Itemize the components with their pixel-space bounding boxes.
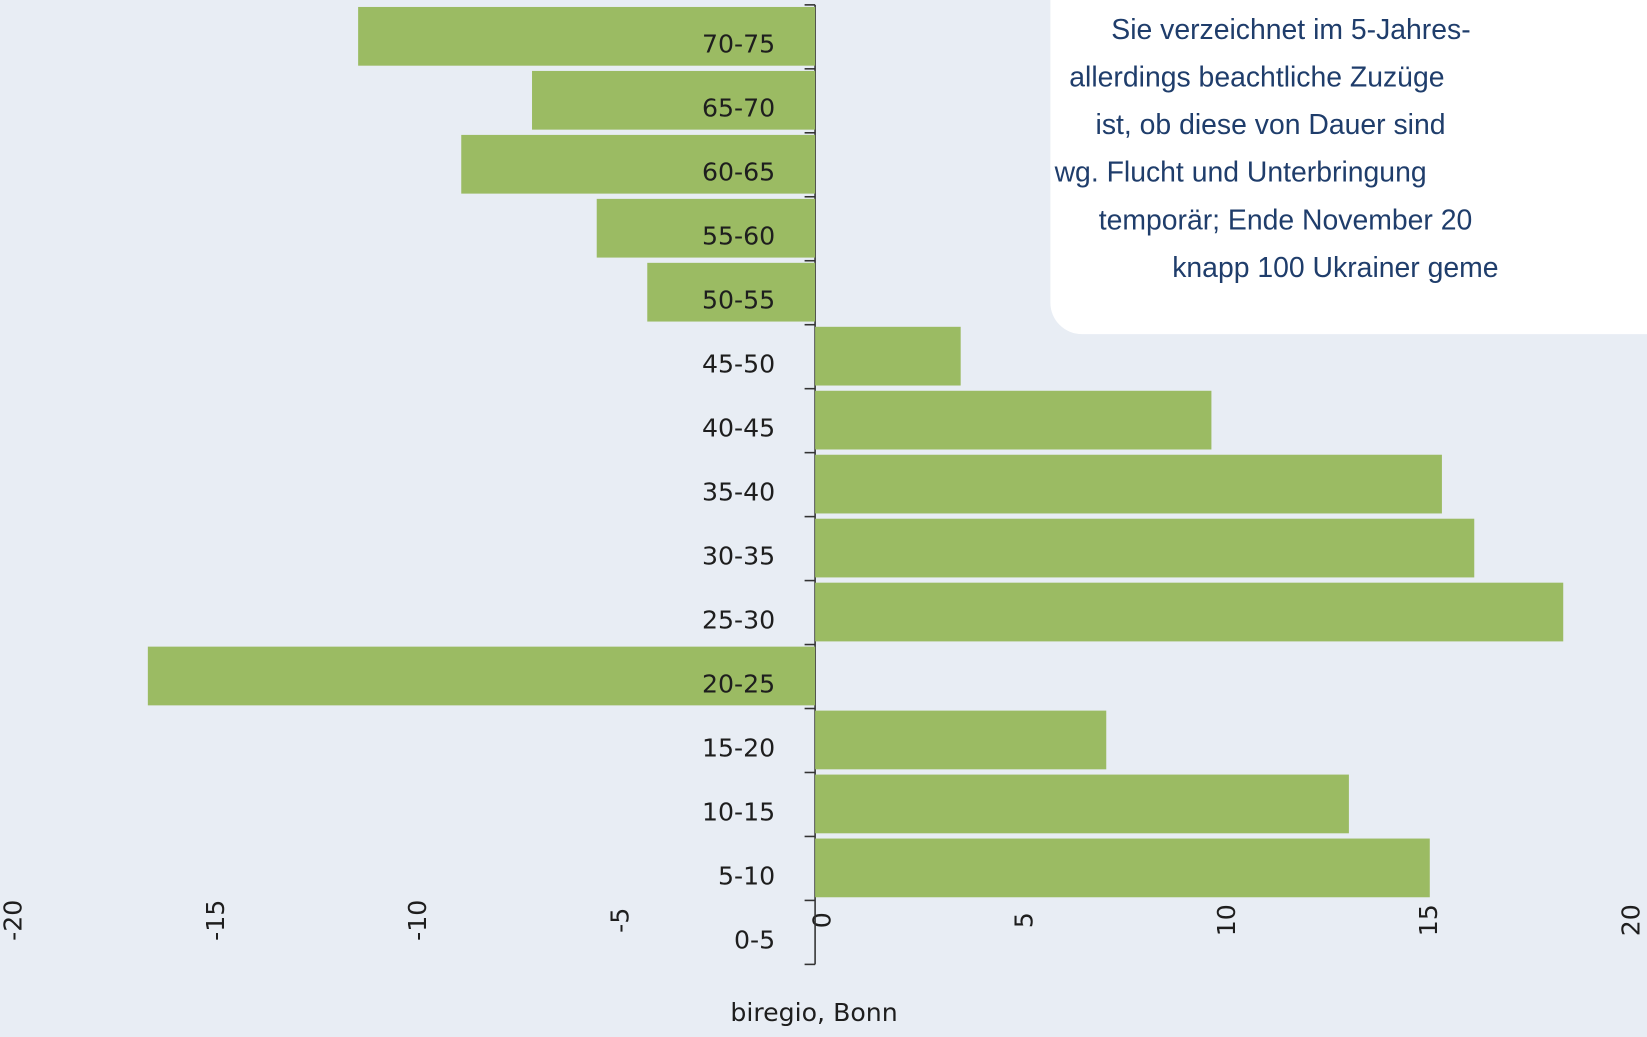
x-tick-label: 0 [808,912,837,928]
y-tick-label: 45-50 [702,350,775,379]
bar [815,518,1475,578]
bar [647,262,816,322]
y-tick-label: 60-65 [702,158,775,187]
annotation-box [1050,0,1647,335]
annotation-line: wg. Flucht und Unterbringung [1054,157,1427,189]
annotation-line: ist, ob diese von Dauer sind [1096,109,1446,141]
x-tick-label: 5 [1010,912,1039,928]
x-tick-label: -20 [0,900,28,941]
source: biregio, Bonn [730,998,897,1027]
x-tick-label: -10 [403,900,432,941]
y-tick-label: 30-35 [702,541,775,570]
y-tick-label: 70-75 [702,30,775,59]
annotation-line: allerdings beachtliche Zuzüge [1069,62,1444,94]
bar [815,838,1430,898]
y-tick-label: 25-30 [702,605,775,634]
bar [815,774,1349,834]
bar [358,6,816,66]
bar [147,646,816,706]
y-tick-label: 65-70 [702,94,775,123]
bar [815,582,1564,642]
y-tick-label: 40-45 [702,414,775,443]
bar [815,390,1212,450]
x-tick-label: 15 [1414,904,1443,936]
bar [532,70,816,130]
annotation-line: Sie verzeichnet im 5-Jahres- [1111,14,1470,46]
y-tick-label: 55-60 [702,222,775,251]
bar [815,710,1107,770]
y-tick-label: 50-55 [702,286,775,315]
y-tick-label: 15-20 [702,733,775,762]
x-tick-label: 10 [1212,904,1241,936]
annotation-line: temporär; Ende November 20 [1099,204,1473,236]
x-tick-label: -15 [201,900,230,941]
bar [815,326,961,386]
bar [461,134,816,194]
x-tick-label: 20 [1616,904,1645,936]
y-tick-label: 35-40 [702,478,775,507]
y-tick-label: 0-5 [734,925,775,954]
y-tick-label: 20-25 [702,669,775,698]
y-tick-label: 5-10 [718,861,775,890]
bar [596,198,816,258]
annotation: Sie verzeichnet im 5-Jahres-allerdings b… [1054,14,1499,284]
bar [815,454,1442,514]
x-tick-label: -5 [605,908,634,933]
annotation-line: knapp 100 Ukrainer geme [1172,252,1498,284]
y-tick-label: 10-15 [702,797,775,826]
